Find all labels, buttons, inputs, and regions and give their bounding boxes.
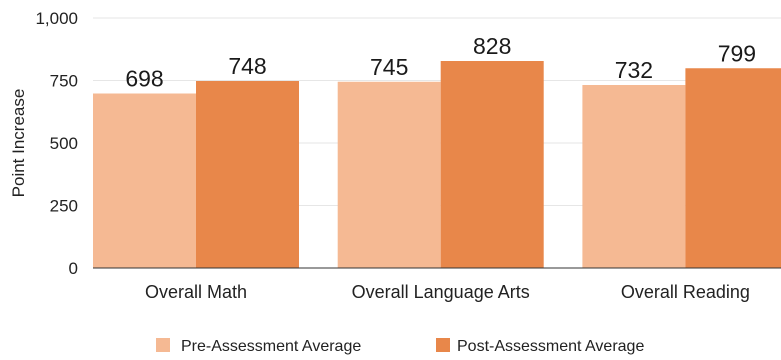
legend-swatch xyxy=(436,338,450,352)
y-axis-label: Point Increase xyxy=(9,89,28,198)
legend-label: Post-Assessment Average xyxy=(457,338,644,355)
data-labels: 698 748 745 828 732 799 xyxy=(125,33,756,92)
x-category-label: Overall Language Arts xyxy=(352,282,530,302)
x-category-label: Overall Reading xyxy=(621,282,750,302)
bar xyxy=(196,81,299,268)
bar-value-label: 698 xyxy=(125,66,163,92)
bar xyxy=(685,68,781,268)
x-axis-categories: Overall Math Overall Language Arts Overall… xyxy=(145,282,750,302)
bar-value-label: 745 xyxy=(370,54,408,80)
bar-value-label: 828 xyxy=(473,33,511,59)
bar xyxy=(93,93,196,268)
bar-value-label: 732 xyxy=(615,57,653,83)
y-tick-label: 750 xyxy=(50,72,78,91)
bar-value-label: 748 xyxy=(228,53,266,79)
y-tick-label: 250 xyxy=(50,197,78,216)
legend-label: Pre-Assessment Average xyxy=(181,338,361,355)
bars xyxy=(93,61,781,268)
y-tick-label: 500 xyxy=(50,134,78,153)
y-axis-ticks: 0 250 500 750 1,000 xyxy=(35,9,78,278)
x-category-label: Overall Math xyxy=(145,282,247,302)
bar xyxy=(582,85,686,268)
legend-swatch xyxy=(156,338,170,352)
bar-value-label: 799 xyxy=(718,40,756,66)
bar xyxy=(440,61,544,268)
bar xyxy=(337,81,441,268)
legend: Pre-Assessment Average Post-Assessment Av… xyxy=(156,338,644,355)
y-tick-label: 0 xyxy=(69,259,78,278)
y-tick-label: 1,000 xyxy=(35,9,78,28)
